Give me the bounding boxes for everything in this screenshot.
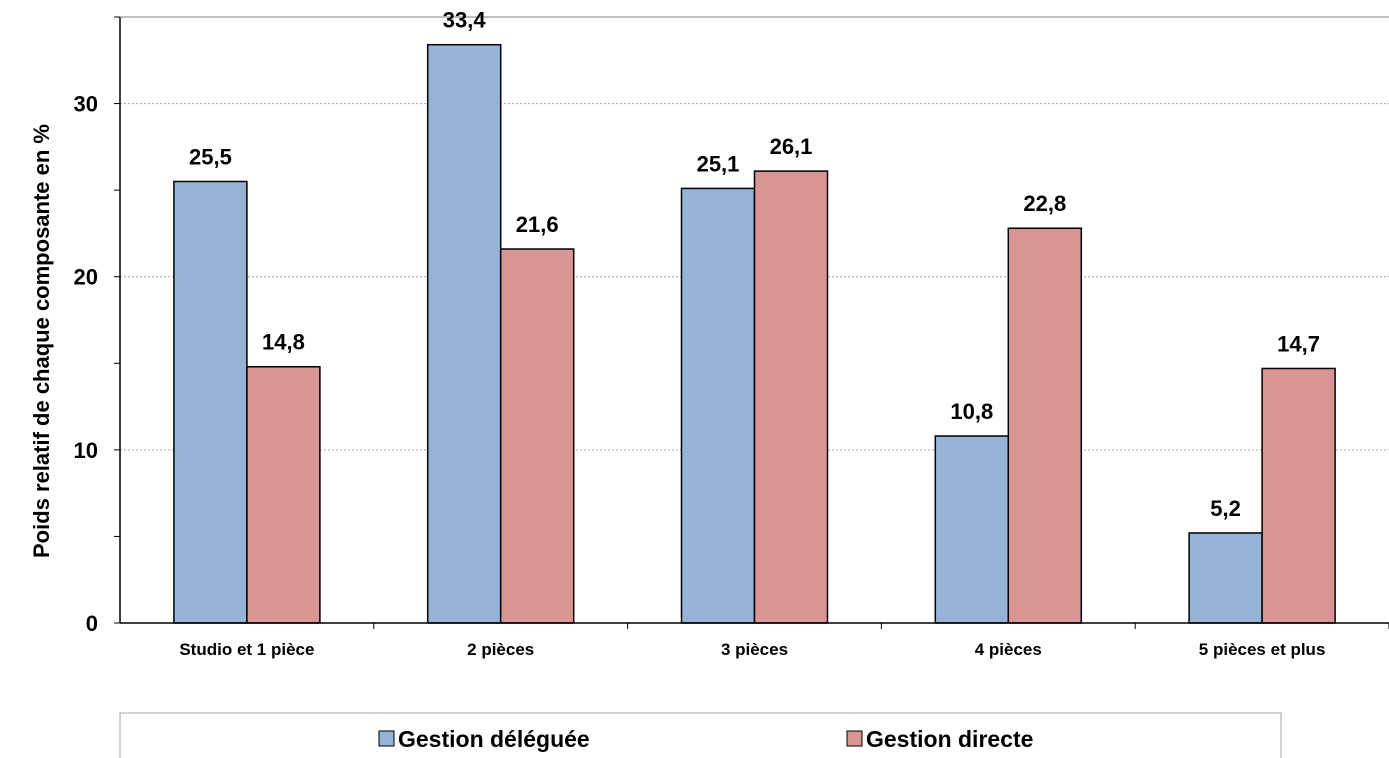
legend-swatch-gestion-directe — [846, 730, 863, 747]
bar-gestion-directe — [499, 248, 575, 624]
data-label: 33,4 — [443, 8, 487, 33]
bar-gestion-deleguee — [1188, 532, 1263, 624]
x-category-label: Studio et 1 pièce — [179, 640, 314, 659]
bar-gestion-deleguee — [173, 180, 248, 624]
data-labels: 25,5 14,8 33,4 21,6 25,1 26,1 10,8 22,8 5,2 14,7 — [189, 8, 1320, 521]
legend: Gestion déléguée Gestion directe — [119, 712, 1282, 758]
axes: 0 10 20 30 Studio et 1 pièce 2 pièces 3 pièces… — [74, 16, 1389, 659]
data-label: 26,1 — [770, 134, 813, 159]
bars — [173, 43, 1336, 624]
x-category-label: 2 pièces — [467, 640, 534, 659]
data-label: 14,7 — [1277, 331, 1320, 356]
data-label: 5,2 — [1210, 496, 1241, 521]
y-tick-label: 0 — [86, 611, 98, 636]
gridlines — [120, 103, 1389, 451]
legend-swatch-gestion-deleguee — [378, 730, 395, 747]
bar-gestion-deleguee — [680, 187, 756, 624]
y-tick-label: 20 — [74, 265, 98, 290]
x-category-label: 5 pièces et plus — [1199, 640, 1326, 659]
y-tick-label: 10 — [74, 438, 98, 463]
bar-gestion-directe — [1007, 227, 1083, 624]
bar-gestion-deleguee — [934, 435, 1010, 624]
data-label: 14,8 — [262, 330, 305, 355]
y-tick-label: 30 — [74, 92, 98, 117]
legend-label-gestion-deleguee: Gestion déléguée — [398, 726, 590, 752]
data-label: 25,5 — [189, 144, 232, 169]
bar-gestion-deleguee — [426, 43, 502, 624]
bar-gestion-directe — [1261, 367, 1336, 624]
bar-gestion-directe — [753, 170, 829, 624]
y-axis-title: Poids relatif de chaque composante en % — [29, 124, 54, 558]
legend-box — [119, 712, 1282, 758]
data-label: 22,8 — [1023, 191, 1066, 216]
data-label: 10,8 — [950, 399, 993, 424]
x-category-label: 4 pièces — [975, 640, 1042, 659]
data-label: 25,1 — [697, 151, 740, 176]
bar-gestion-directe — [246, 365, 321, 624]
legend-label-gestion-directe: Gestion directe — [866, 726, 1033, 752]
x-category-label: 3 pièces — [721, 640, 788, 659]
data-label: 21,6 — [516, 212, 559, 237]
